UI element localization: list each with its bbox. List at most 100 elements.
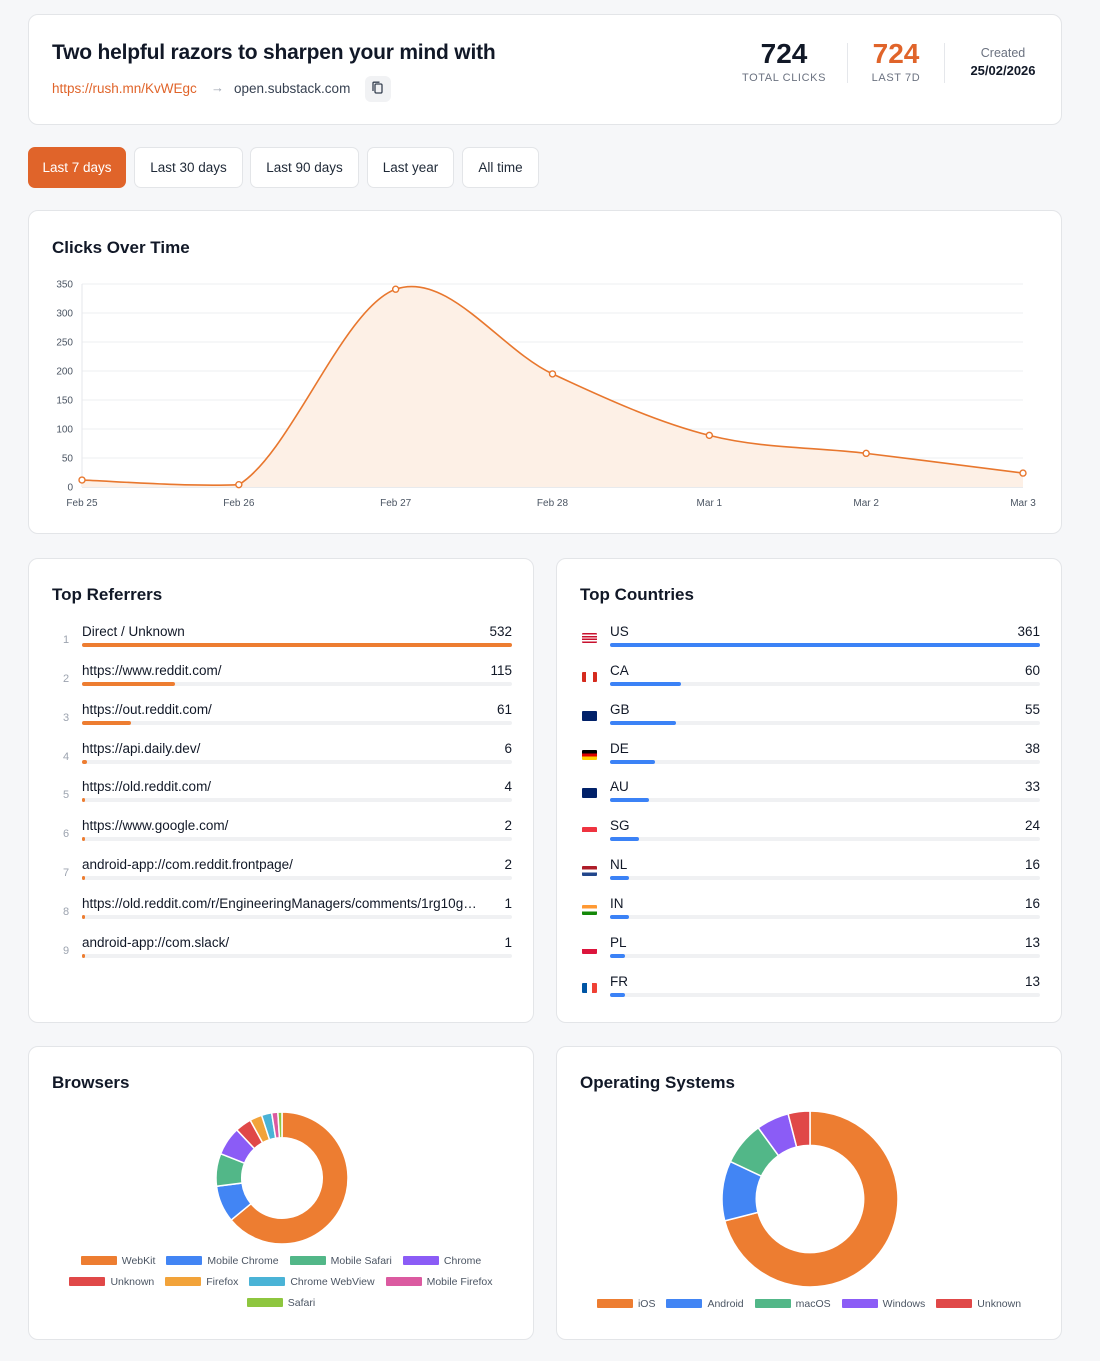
progress-fill — [610, 992, 626, 997]
rank-number: 5 — [63, 789, 70, 802]
clicks-over-time-card: Clicks Over Time 0 50 100 150 200 250 300 350 Fe… — [28, 210, 1062, 534]
range-last-30-days-button[interactable]: Last 30 days — [134, 147, 243, 188]
progress-track — [610, 720, 1040, 725]
top-referrers-card: Top Referrers 1 Direct / Unknown 532 2 https… — [28, 558, 534, 1023]
country-row[interactable]: CA 60 — [581, 663, 1040, 701]
country-row[interactable]: IN 16 — [581, 896, 1040, 934]
range-last-7-days-button[interactable]: Last 7 days — [28, 147, 126, 188]
link-header-card: Two helpful razors to sharpen your mind … — [28, 14, 1062, 125]
legend-swatch — [80, 1256, 117, 1265]
clicks-line-chart[interactable]: 0 50 100 150 200 250 300 350 Feb 25 Feb 26 Feb 27 F… — [29, 211, 1063, 535]
browsers-donut-chart[interactable] — [215, 1111, 349, 1245]
legend-item[interactable]: Chrome — [402, 1253, 482, 1268]
referrer-row[interactable]: 6 https://www.google.com/2 — [53, 818, 512, 856]
country-code: NL — [610, 857, 628, 873]
country-row[interactable]: US 361 — [581, 624, 1040, 662]
legend-label: Firefox — [206, 1275, 239, 1288]
clicks-area-fill — [82, 286, 1023, 487]
data-point[interactable] — [862, 449, 870, 458]
range-last-year-button[interactable]: Last year — [367, 147, 454, 188]
donut-slice-safari[interactable] — [277, 1111, 283, 1139]
click-count: 115 — [490, 662, 512, 678]
y-tick-label: 250 — [56, 338, 73, 349]
os-donut-chart[interactable] — [721, 1110, 899, 1288]
progress-track — [610, 876, 1040, 881]
data-point[interactable] — [391, 285, 400, 293]
progress-fill — [610, 798, 650, 803]
click-count: 361 — [1017, 624, 1040, 639]
browsers-card: Browsers WebKit Mobile Chrome Mobile Safar… — [28, 1046, 534, 1340]
legend-item[interactable]: Windows — [841, 1296, 925, 1311]
referrer-row[interactable]: 2 https://www.reddit.com/115 — [53, 663, 512, 701]
referrer-row[interactable]: 5 https://old.reddit.com/4 — [53, 779, 512, 817]
legend-label: Mobile Firefox — [426, 1275, 493, 1288]
click-count: 16 — [1024, 857, 1040, 873]
progress-track — [82, 720, 512, 725]
legend-item[interactable]: Safari — [246, 1295, 315, 1310]
range-last-90-days-button[interactable]: Last 90 days — [250, 147, 359, 188]
legend-item[interactable]: Chrome WebView — [249, 1274, 375, 1289]
progress-track — [82, 798, 512, 803]
data-point[interactable] — [705, 431, 714, 440]
data-point[interactable] — [548, 370, 557, 378]
legend-item[interactable]: Mobile Chrome — [166, 1253, 279, 1268]
sg-flag-icon — [582, 827, 597, 838]
click-count: 1 — [504, 895, 512, 911]
rank-number: 8 — [63, 905, 70, 918]
donut-slice-webkit[interactable] — [230, 1111, 349, 1245]
click-count: 38 — [1024, 740, 1040, 756]
y-tick-label: 100 — [56, 425, 73, 436]
progress-track — [82, 876, 512, 881]
country-code: US — [610, 624, 629, 639]
arrow-right-icon: → — [211, 80, 224, 95]
legend-item[interactable]: WebKit — [80, 1253, 156, 1268]
country-row[interactable]: FR 13 — [581, 974, 1040, 1012]
country-row[interactable]: PL 13 — [581, 935, 1040, 973]
data-point[interactable] — [78, 476, 86, 484]
x-tick-label: Feb 26 — [223, 498, 255, 509]
progress-fill — [82, 837, 85, 842]
referrer-row[interactable]: 4 https://api.daily.dev/6 — [53, 741, 512, 779]
x-tick-label: Feb 27 — [380, 498, 412, 509]
legend-item[interactable]: Android — [666, 1296, 744, 1311]
referrer-row[interactable]: 8 https://old.reddit.com/r/EngineeringMan… — [53, 896, 512, 934]
rank-number: 3 — [63, 711, 70, 724]
legend-swatch — [69, 1277, 106, 1286]
legend-label: WebKit — [121, 1254, 156, 1267]
legend-item[interactable]: Mobile Firefox — [385, 1274, 493, 1289]
country-row[interactable]: SG 24 — [581, 818, 1040, 856]
total-clicks-stat: 724 TOTAL CLICKS — [734, 37, 834, 84]
y-tick-label: 300 — [56, 309, 73, 320]
short-url-link[interactable]: https://rush.mn/KvWEgc — [52, 81, 197, 96]
referrer-row[interactable]: 7 android-app://com.reddit.frontpage/2 — [53, 857, 512, 895]
data-point[interactable] — [235, 480, 243, 489]
referrer-name: https://old.reddit.com/ — [82, 779, 212, 795]
y-tick-label: 350 — [56, 280, 73, 291]
progress-fill — [610, 759, 656, 764]
country-row[interactable]: NL 16 — [581, 857, 1040, 895]
legend-item[interactable]: Unknown — [936, 1296, 1021, 1311]
donut-slice-ios[interactable] — [723, 1110, 899, 1288]
legend-item[interactable]: Firefox — [165, 1274, 238, 1289]
progress-track — [610, 837, 1040, 842]
legend-item[interactable]: Unknown — [69, 1274, 154, 1289]
donut-slice-unknown[interactable] — [787, 1110, 811, 1148]
country-row[interactable]: AU 33 — [581, 779, 1040, 817]
country-row[interactable]: DE 38 — [581, 741, 1040, 779]
copy-button[interactable] — [365, 76, 391, 102]
progress-track — [82, 914, 512, 919]
country-row[interactable]: GB 55 — [581, 702, 1040, 740]
referrer-name: https://www.google.com/ — [82, 818, 229, 834]
range-all-time-button[interactable]: All time — [462, 147, 539, 188]
progress-fill — [610, 681, 682, 686]
referrer-row[interactable]: 9 android-app://com.slack/1 — [53, 935, 512, 973]
data-point[interactable] — [1019, 469, 1027, 477]
y-tick-label: 50 — [62, 454, 74, 465]
legend-item[interactable]: Mobile Safari — [289, 1253, 392, 1268]
referrer-row[interactable]: 3 https://out.reddit.com/61 — [53, 702, 512, 740]
legend-label: Chrome — [443, 1254, 482, 1267]
legend-item[interactable]: iOS — [596, 1296, 655, 1311]
legend-item[interactable]: macOS — [754, 1296, 831, 1311]
referrer-row[interactable]: 1 Direct / Unknown 532 — [53, 624, 512, 662]
rank-number: 9 — [63, 944, 70, 957]
